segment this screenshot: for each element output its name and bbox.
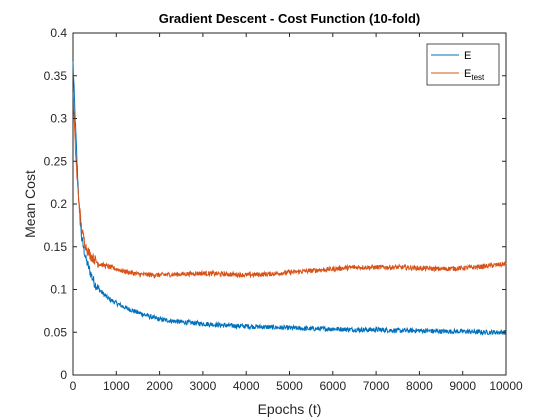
- x-tick-label: 9000: [449, 379, 476, 393]
- plot-area: [72, 32, 507, 376]
- legend-box: [426, 43, 500, 86]
- x-tick-label: 10000: [489, 379, 523, 393]
- legend-label-e-test-base: E: [464, 68, 471, 80]
- series-line-e: [72, 61, 507, 336]
- y-tick-label: 0.05: [44, 325, 68, 339]
- legend-label-e-test: Etest: [464, 68, 485, 82]
- x-tick-label: 7000: [363, 379, 390, 393]
- y-tick-label: 0.3: [50, 112, 67, 126]
- x-tick-label: 4000: [233, 379, 260, 393]
- ticks-layer: 0 1000 2000 3000 4000 5000 6000 7000 8000 9000 100…: [44, 26, 523, 393]
- chart-title: Gradient Descent - Cost Function (10-fol…: [159, 11, 420, 26]
- legend-label-e-test-subscript: test: [471, 73, 485, 82]
- x-tick-label: 8000: [406, 379, 433, 393]
- y-tick-label: 0: [60, 368, 67, 382]
- y-tick-label: 0.4: [50, 26, 67, 40]
- series-layer: [72, 61, 507, 336]
- y-tick-label: 0.35: [44, 69, 68, 83]
- legend-label-e: E: [464, 50, 471, 62]
- y-tick-label: 0.2: [50, 197, 67, 211]
- y-tick-label: 0.1: [50, 283, 67, 297]
- y-tick-label: 0.25: [44, 154, 68, 168]
- y-axis-label: Mean Cost: [22, 170, 38, 238]
- y-tick-label: 0.15: [44, 240, 68, 254]
- x-tick-label: 2000: [146, 379, 173, 393]
- x-tick-label: 3000: [190, 379, 217, 393]
- series-line-e-test: [72, 92, 507, 280]
- x-tick-label: 1000: [103, 379, 130, 393]
- x-tick-label: 5000: [276, 379, 303, 393]
- x-axis-label: Epochs (t): [258, 401, 322, 417]
- x-tick-label: 0: [70, 379, 77, 393]
- legend: E Etest: [426, 43, 500, 86]
- x-tick-label: 6000: [319, 379, 346, 393]
